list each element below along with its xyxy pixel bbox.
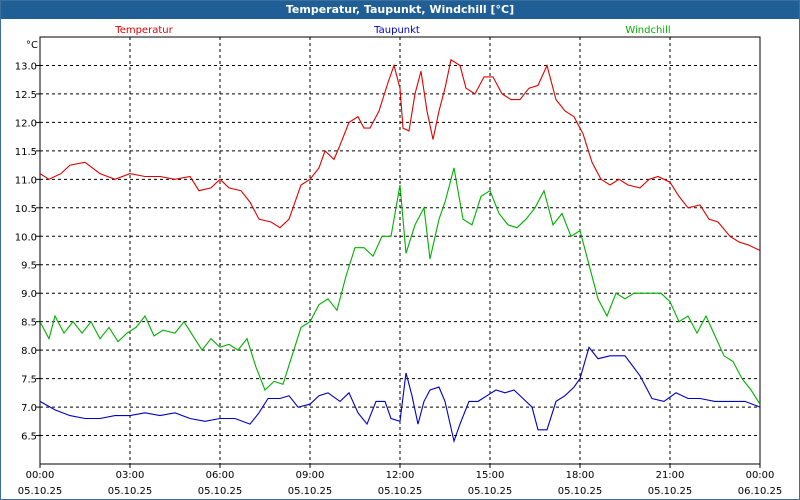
legend-entry-windchill: Windchill bbox=[625, 25, 670, 36]
series-lines bbox=[39, 58, 761, 444]
x-tick-time-label: 09:00 bbox=[296, 470, 325, 481]
x-axis-ticks: 00:00 05.10.25 03:00 05.10.25 06:00 05.10.25 0… bbox=[18, 464, 783, 497]
x-tick-date-label: 05.10.25 bbox=[378, 486, 423, 497]
x-tick-time-label: 00:00 bbox=[746, 470, 775, 481]
series-line-taupunkt bbox=[39, 346, 761, 444]
x-tick-time-label: 06:00 bbox=[206, 470, 235, 481]
legend-entry-taupunkt: Taupunkt bbox=[373, 25, 420, 36]
x-tick-time-label: 21:00 bbox=[656, 470, 685, 481]
y-tick-label: 7.0 bbox=[21, 403, 37, 414]
y-tick-label: 8.5 bbox=[21, 318, 37, 329]
y-tick-label: 10.0 bbox=[15, 232, 37, 243]
y-axis-ticks: 6.5 7.0 7.5 8.0 8.5 9.0 9.5 10.0 10.5 11.0 11.5 12.… bbox=[15, 61, 40, 443]
series-line-windchill bbox=[39, 167, 761, 405]
y-tick-label: 12.0 bbox=[15, 118, 37, 129]
x-tick-time-label: 15:00 bbox=[476, 470, 505, 481]
x-tick-date-label: 05.10.25 bbox=[18, 486, 63, 497]
y-tick-label: 12.5 bbox=[15, 90, 37, 101]
y-tick-label: 11.5 bbox=[15, 147, 37, 158]
legend: Temperatur Taupunkt Windchill bbox=[114, 25, 670, 36]
y-tick-label: 8.0 bbox=[21, 346, 37, 357]
y-tick-label: 9.5 bbox=[21, 261, 37, 272]
x-tick-date-label: 05.10.25 bbox=[198, 486, 243, 497]
x-tick-date-label: 05.10.25 bbox=[288, 486, 333, 497]
x-tick-date-label: 05.10.25 bbox=[558, 486, 603, 497]
y-tick-label: 11.0 bbox=[15, 175, 37, 186]
y-tick-label: 9.0 bbox=[21, 289, 37, 300]
x-tick-time-label: 18:00 bbox=[566, 470, 595, 481]
window-title: Temperatur, Taupunkt, Windchill [°C] bbox=[1, 1, 799, 19]
x-tick-date-label: 05.10.25 bbox=[108, 486, 153, 497]
x-tick-time-label: 12:00 bbox=[386, 470, 415, 481]
x-tick-time-label: 03:00 bbox=[116, 470, 145, 481]
legend-entry-temperatur: Temperatur bbox=[114, 25, 173, 36]
y-tick-label: 10.5 bbox=[15, 204, 37, 215]
y-axis-label: °C bbox=[26, 40, 38, 51]
series-line-temperatur bbox=[39, 58, 761, 251]
y-tick-label: 6.5 bbox=[21, 432, 37, 443]
y-tick-label: 13.0 bbox=[15, 61, 37, 72]
y-tick-label: 7.5 bbox=[21, 375, 37, 386]
x-tick-date-label: 05.10.25 bbox=[468, 486, 513, 497]
x-tick-date-label: 06.10.25 bbox=[738, 486, 783, 497]
x-tick-time-label: 00:00 bbox=[26, 470, 55, 481]
x-tick-date-label: 05.10.25 bbox=[648, 486, 693, 497]
